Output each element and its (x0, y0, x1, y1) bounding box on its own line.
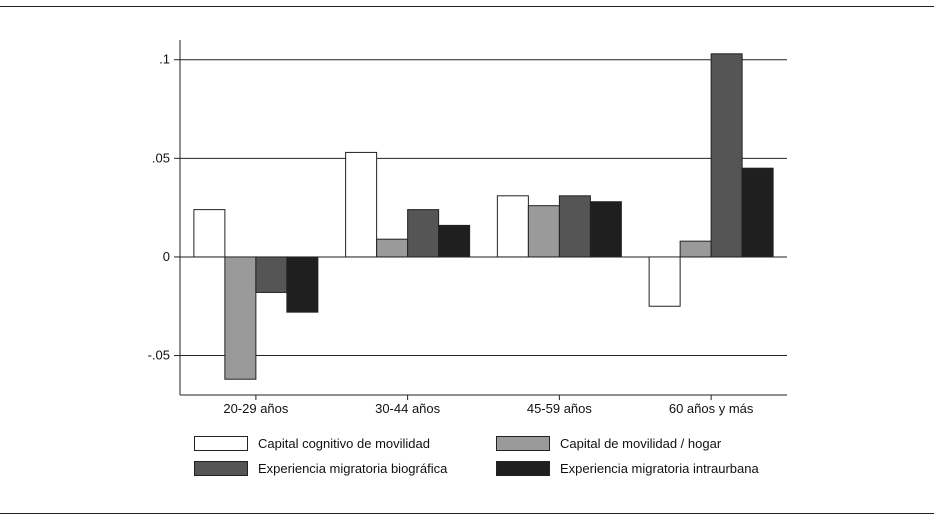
bar-1-3 (496, 195, 529, 258)
y-tick-label: .05 (152, 150, 170, 165)
top-rule (0, 6, 934, 7)
bottom-rule (0, 513, 934, 514)
gridlines (180, 59, 787, 357)
legend-label-3: Experiencia migratoria biográfica (258, 461, 448, 476)
bar-2-4 (679, 240, 712, 258)
y-tick-label: 0 (163, 249, 170, 264)
legend-label-4: Experiencia migratoria intraurbana (560, 461, 759, 476)
bar-4-3 (589, 201, 622, 258)
legend-label-1: Capital cognitivo de movilidad (258, 436, 430, 451)
bars (193, 53, 774, 380)
bar-3-1 (255, 256, 288, 293)
y-tick-label: -.05 (148, 348, 170, 363)
bar-1-1 (193, 209, 226, 258)
bar-1-2 (345, 151, 378, 258)
bar-2-3 (527, 205, 560, 258)
x-tick-label: 30-44 años (375, 401, 441, 416)
bar-2-2 (376, 238, 409, 258)
legend-swatch-4 (496, 461, 550, 476)
x-tick-label: 20-29 años (223, 401, 289, 416)
legend-item-4: Experiencia migratoria intraurbana (496, 460, 759, 477)
legend-item-1: Capital cognitivo de movilidad (194, 435, 430, 452)
legend: Capital cognitivo de movilidad Capital d… (194, 435, 814, 479)
bar-3-4 (710, 53, 743, 258)
y-tick-label: .1 (159, 52, 170, 67)
legend-item-2: Capital de movilidad / hogar (496, 435, 721, 452)
legend-swatch-2 (496, 436, 550, 451)
bar-4-2 (438, 224, 471, 258)
bar-2-1 (224, 256, 257, 380)
bar-4-4 (741, 167, 774, 258)
legend-swatch-3 (194, 461, 248, 476)
bar-1-4 (648, 256, 681, 307)
bar-3-3 (558, 195, 591, 258)
legend-item-3: Experiencia migratoria biográfica (194, 460, 447, 477)
legend-label-2: Capital de movilidad / hogar (560, 436, 722, 451)
y-axis-ticks: -.05 0 .05 .1 (148, 52, 180, 363)
x-tick-label: 45-59 años (527, 401, 593, 416)
axes (179, 40, 787, 396)
bar-chart: -.05 0 .05 .1 20-29 años 30-44 años 45-59 año… (148, 40, 787, 416)
x-tick-label: 60 años y más (669, 401, 754, 416)
x-axis-ticks: 20-29 años 30-44 años 45-59 años 60 años y … (223, 395, 754, 416)
legend-swatch-1 (194, 436, 248, 451)
bar-3-2 (407, 209, 440, 258)
bar-4-1 (286, 256, 319, 313)
